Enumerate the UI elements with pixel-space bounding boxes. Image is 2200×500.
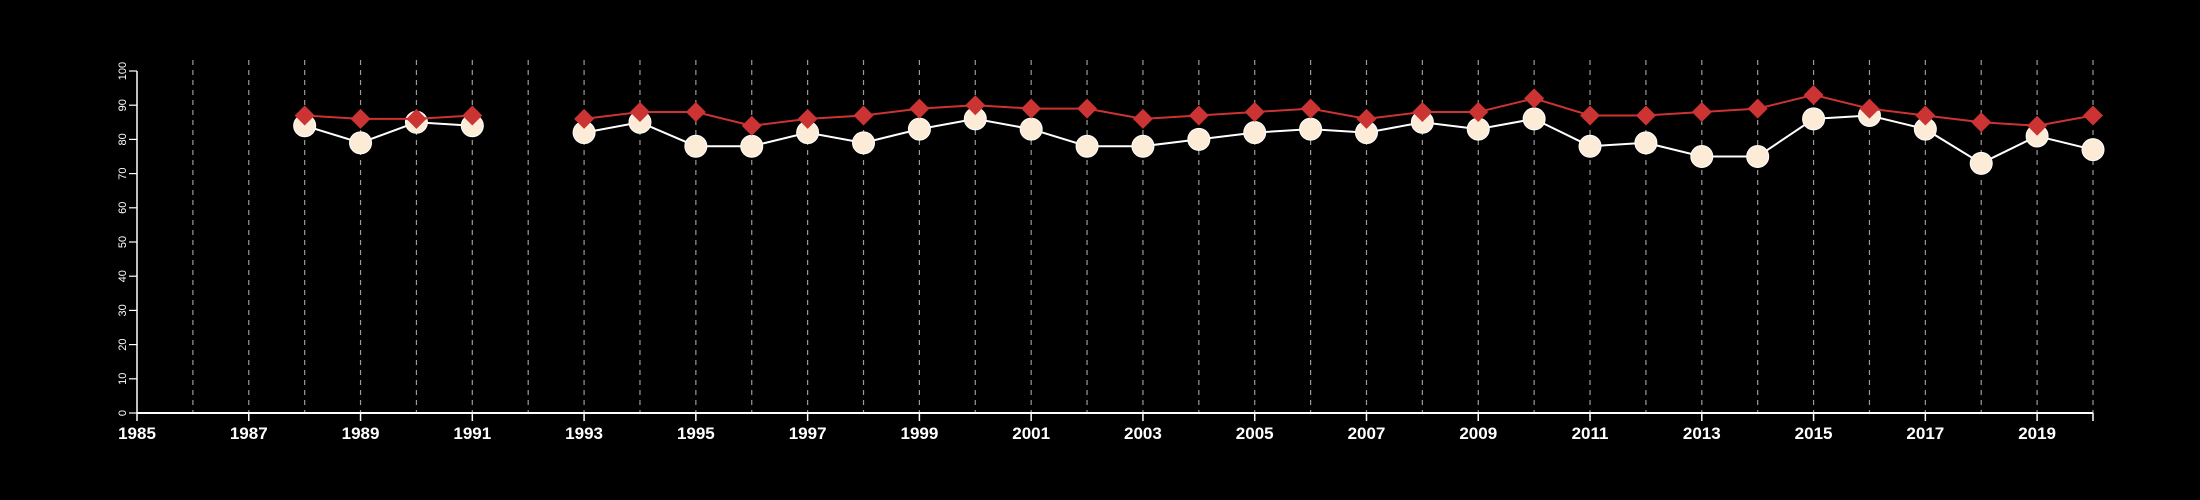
x-tick-label: 2005 [1236,424,1274,443]
x-tick-label: 1985 [118,424,156,443]
y-tick-label: 40 [117,270,129,282]
data-point-circle [1243,121,1267,145]
x-tick-label: 1989 [342,424,380,443]
y-tick-label: 20 [117,338,129,350]
data-point-diamond [685,102,706,123]
series-line-circle [583,114,2094,165]
data-point-diamond [462,105,483,126]
data-point-diamond [909,98,930,119]
data-point-circle [1634,131,1658,155]
data-point-diamond [1077,98,1098,119]
data-point-circle [684,134,708,158]
data-point-diamond [1524,88,1545,109]
x-tick-label: 2019 [2018,424,2056,443]
data-point-diamond [1021,98,1042,119]
x-tick-label: 2017 [1906,424,1944,443]
data-point-diamond [965,95,986,116]
data-point-circle [1019,117,1043,141]
x-tick-label: 2007 [1348,424,1386,443]
data-point-circle [1131,134,1155,158]
data-point-diamond [1635,105,1656,126]
data-point-diamond [1468,102,1489,123]
data-point-circle [907,117,931,141]
data-point-diamond [1356,108,1377,129]
data-point-diamond [1971,112,1992,133]
data-point-diamond [629,102,650,123]
y-tick-label: 30 [117,304,129,316]
data-point-circle [1299,117,1323,141]
x-tick-label: 1995 [677,424,715,443]
x-tick-label: 1987 [230,424,268,443]
data-point-diamond [1132,108,1153,129]
series-layer [293,84,2105,175]
x-tick-label: 2011 [1572,424,1609,443]
series-line-diamond [304,114,473,120]
y-tick-label: 90 [117,99,129,111]
data-point-diamond [2027,115,2048,136]
series-circle [293,103,2105,175]
data-point-circle [1746,145,1770,168]
data-point-circle [852,131,876,155]
data-point-circle [1187,127,1211,151]
data-point-diamond [1803,84,1824,105]
data-point-diamond [1915,105,1936,126]
data-point-circle [1802,107,1826,131]
data-point-diamond [2083,105,2103,126]
y-tick-label: 70 [117,167,129,179]
data-point-diamond [350,108,371,129]
data-point-diamond [294,105,315,126]
y-tick-label: 10 [117,373,129,385]
data-point-circle [1578,134,1602,158]
data-point-diamond [1188,105,1209,126]
data-point-circle [1522,107,1546,131]
series-diamond [294,84,2103,136]
data-point-diamond [741,115,762,136]
data-point-circle [349,131,373,155]
y-tick-label: 80 [117,133,129,145]
x-tick-label: 1991 [453,424,491,443]
data-point-diamond [1747,98,1768,119]
x-tick-label: 1997 [789,424,827,443]
x-tick-label: 2001 [1012,424,1050,443]
data-point-diamond [1300,98,1321,119]
data-point-diamond [574,108,595,129]
data-point-circle [1690,145,1714,168]
data-point-diamond [406,108,427,129]
data-point-diamond [1580,105,1601,126]
x-tick-label: 1993 [565,424,603,443]
data-point-diamond [1412,102,1433,123]
x-tick-label: 2015 [1795,424,1833,443]
x-tick-label: 2003 [1124,424,1162,443]
x-axis-ticks: 1985 1987 1989 1991 1993 1995 1997 1999 2001 2003… [118,413,2094,443]
data-point-diamond [853,105,874,126]
y-tick-label: 100 [117,62,129,80]
series-line-circle [304,121,473,144]
data-point-diamond [1859,98,1880,119]
data-point-circle [1969,151,1993,175]
data-point-circle [740,134,764,158]
vertical-gridlines [192,60,2094,413]
y-axis-ticks: 0 10 20 30 40 50 60 70 80 90 100 [117,62,137,416]
data-point-diamond [797,108,818,129]
y-tick-label: 60 [117,202,129,214]
x-tick-label: 2013 [1683,424,1721,443]
x-tick-label: 1999 [900,424,938,443]
y-tick-label: 0 [117,410,129,416]
data-point-circle [2081,138,2105,162]
data-point-diamond [1691,102,1712,123]
series-line-diamond [583,93,2094,127]
data-point-diamond [1244,102,1265,123]
x-tick-label: 2009 [1459,424,1497,443]
y-tick-label: 50 [117,236,129,248]
data-point-circle [1075,134,1099,158]
